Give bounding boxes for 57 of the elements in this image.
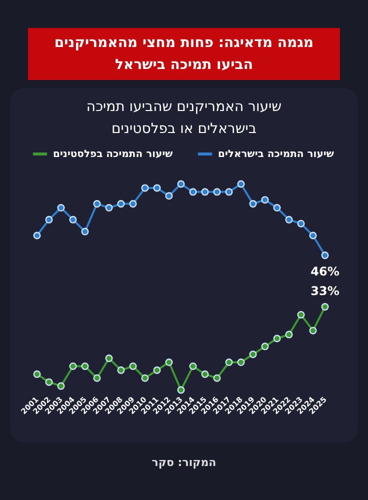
point (117, 366, 125, 374)
point (105, 354, 113, 362)
point (165, 192, 173, 200)
point (213, 374, 221, 382)
point (57, 204, 65, 212)
point (225, 188, 233, 196)
point (141, 184, 149, 192)
point (285, 330, 293, 338)
point (201, 370, 209, 378)
point (285, 216, 293, 224)
text: המקור: סקר (150, 456, 218, 469)
point (153, 366, 161, 374)
point (237, 180, 245, 188)
point (321, 303, 329, 311)
point (309, 326, 317, 334)
point (237, 358, 245, 366)
point (309, 232, 317, 240)
point (45, 216, 53, 224)
point (93, 200, 101, 208)
legend-label: שיעור התמיכה בישראלים (218, 149, 334, 160)
point (225, 358, 233, 366)
point (261, 196, 269, 204)
point (69, 362, 77, 370)
point (57, 382, 65, 390)
chart-subtitle: שיעור האמריקנים שהביעו תמיכה בישראלים או בפלסטינים (85, 98, 283, 139)
point (105, 204, 113, 212)
point (33, 370, 41, 378)
point (165, 358, 173, 366)
data-label: 33% (310, 284, 340, 298)
point (297, 310, 305, 318)
point (69, 216, 77, 224)
point (213, 188, 221, 196)
point (117, 200, 125, 208)
point (33, 232, 41, 240)
point (201, 188, 209, 196)
point (261, 342, 269, 350)
point (273, 334, 281, 342)
data-label: 46% (310, 264, 340, 278)
point (129, 362, 137, 370)
chart-title: מגמה מדאיגה: פחות מחצי מהאמריקנים הביעו תמיכה בישראל (28, 28, 340, 80)
point (141, 374, 149, 382)
point (297, 220, 305, 228)
point (273, 204, 281, 212)
legend-label: שיעור התמיכה בפלסטינים (53, 149, 174, 160)
point (93, 374, 101, 382)
point (249, 350, 257, 358)
point (153, 184, 161, 192)
point (177, 180, 185, 188)
point (81, 228, 89, 236)
point (321, 252, 329, 260)
point (81, 362, 89, 370)
point (177, 386, 185, 394)
point (45, 378, 53, 386)
point (189, 362, 197, 370)
point (249, 200, 257, 208)
point (189, 188, 197, 196)
point (129, 200, 137, 208)
